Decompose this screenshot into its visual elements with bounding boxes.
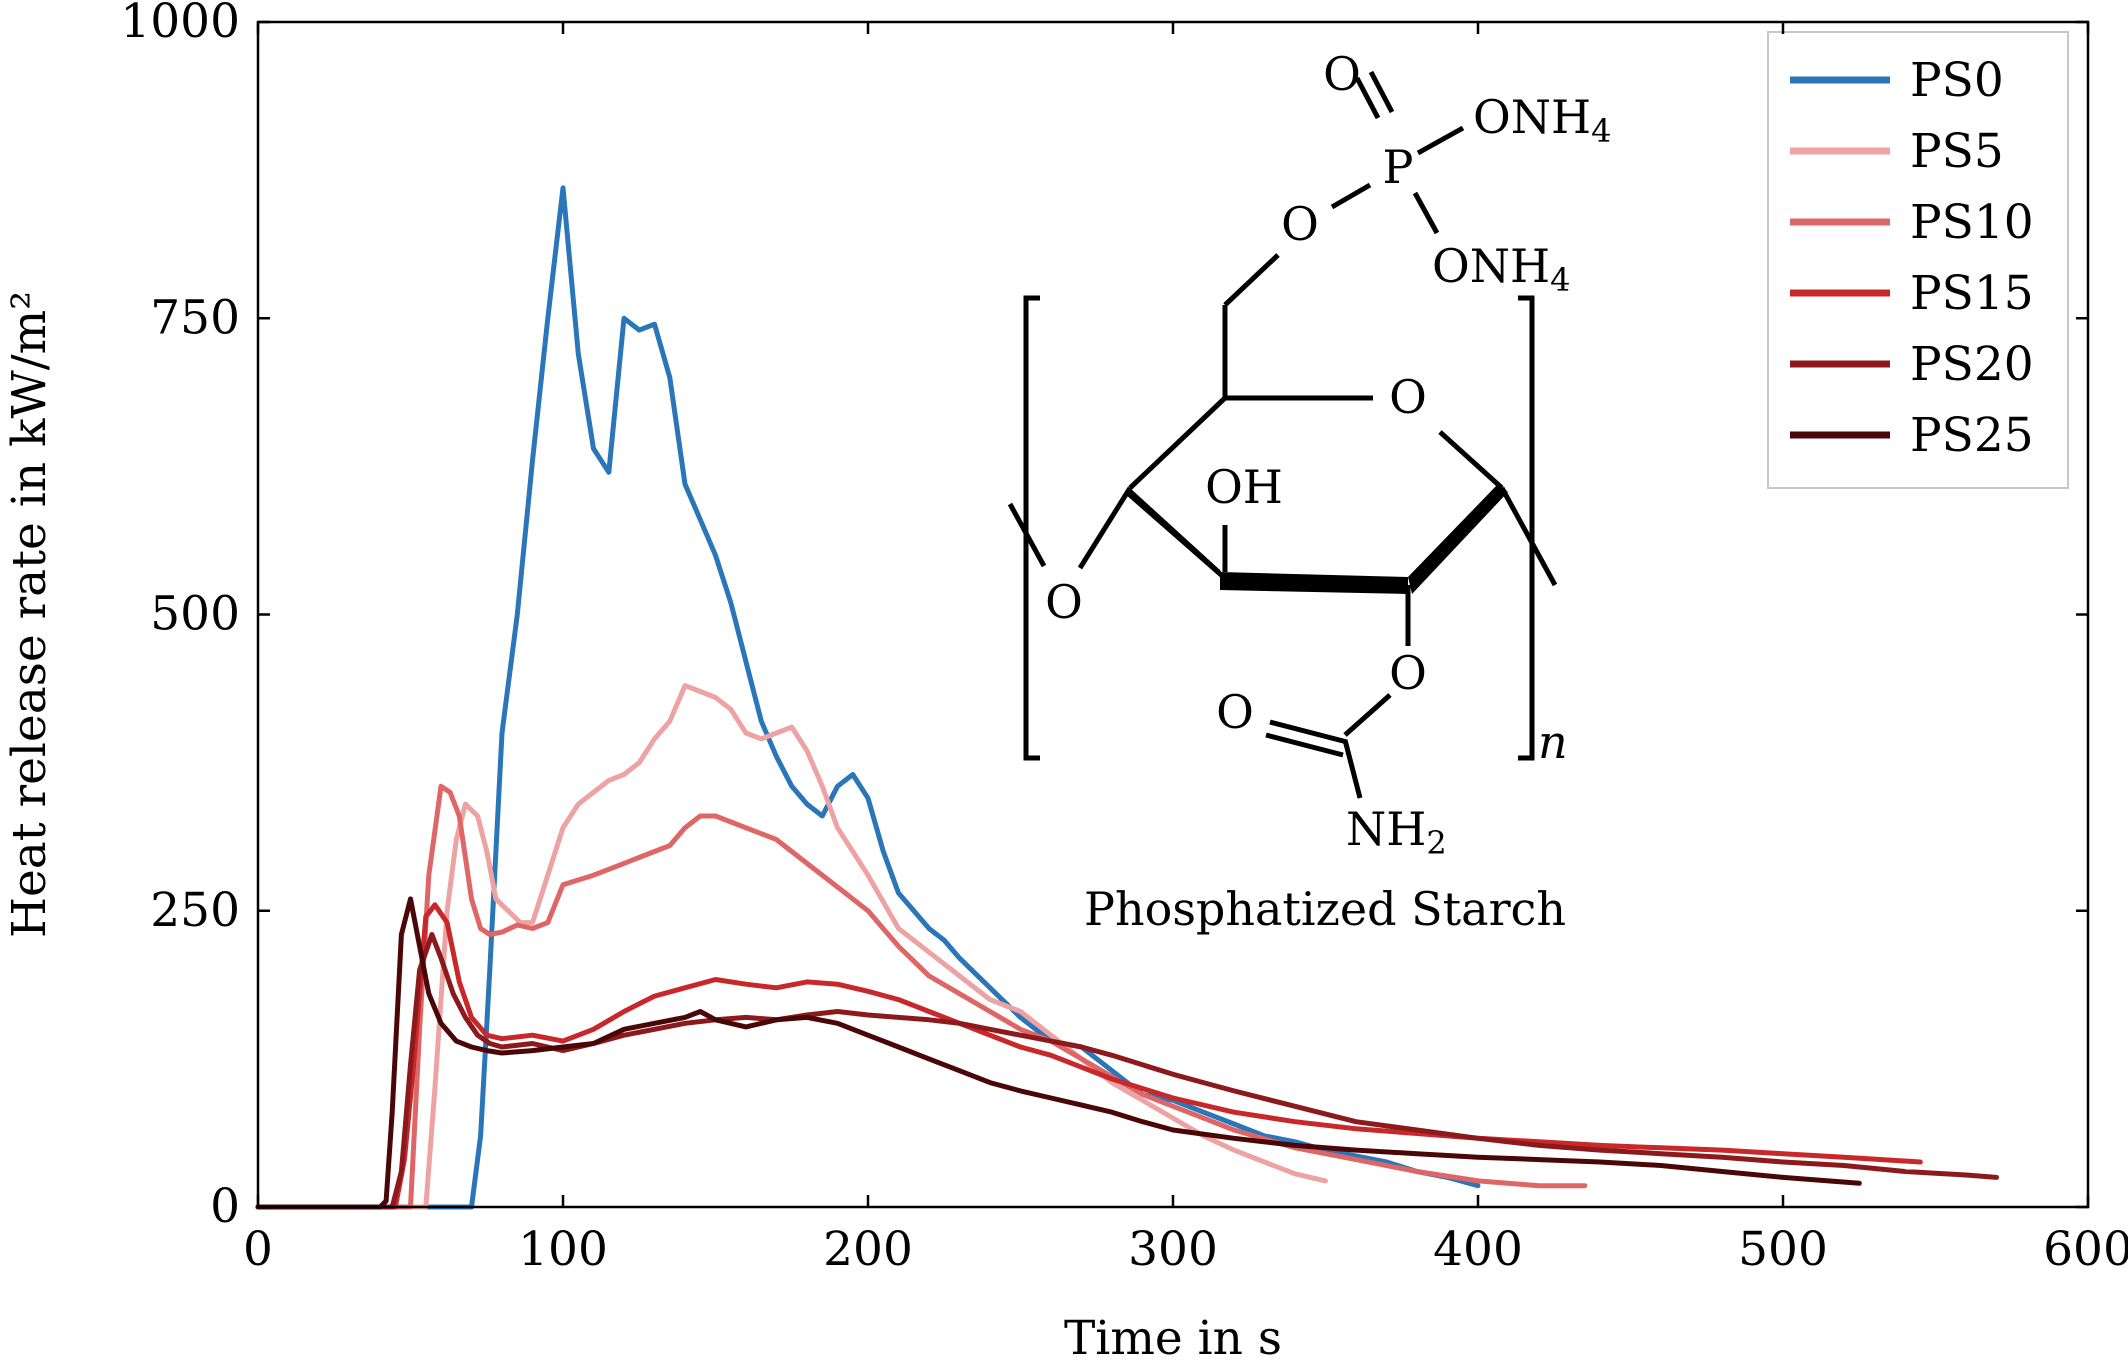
atom-p: P [1383,140,1414,194]
legend-label-ps5: PS5 [1910,124,2004,179]
series-layer [255,185,1999,1210]
legend-label-ps25: PS25 [1910,408,2034,463]
wedge-c4-c3 [1125,488,1230,586]
bond-p-o-double-a [1354,76,1381,120]
wedge-c2-c1 [1408,484,1508,594]
bond-p-onh4-upper [1416,125,1465,156]
atom-oh: OH [1205,460,1283,514]
x-tick-label: 600 [2043,1222,2128,1277]
legend-label-ps0: PS0 [1910,53,2004,108]
atom-o-ester: O [1281,197,1319,251]
series-line-ps25 [255,896,1862,1210]
structure-inset: O P ONH4 O ONH4 O OH O O O NH2 n Phospha… [1007,47,1611,936]
series-line-ps5 [255,683,1328,1210]
bond-p-o-double-b [1368,70,1395,114]
bond-p-onh4-lower [1412,191,1440,235]
wedge-c3-c2 [1220,572,1408,594]
bond-ch2-o [1223,253,1280,307]
bond-ring-c5-c4 [1128,396,1227,490]
x-tick-label: 0 [243,1222,273,1277]
atom-onh4-upper: ONH4 [1473,90,1611,150]
series-line-ps10 [255,783,1588,1210]
series-line-ps20 [255,932,1999,1210]
y-tick-label: 750 [150,290,240,345]
bond-c4-o [1077,486,1133,570]
atom-o-left: O [1045,575,1083,629]
bond-right-tail [1499,486,1558,587]
bond-o-carbonyl [1343,693,1392,737]
x-tick-label: 500 [1738,1222,1828,1277]
legend-label-ps15: PS15 [1910,266,2034,321]
bond-c-n [1342,739,1363,799]
x-tick-label: 200 [823,1222,913,1277]
atom-nh2: NH2 [1346,802,1447,862]
atom-onh4-lower: ONH4 [1432,239,1570,299]
bond-ring-o-c1 [1438,430,1504,490]
x-tick-label: 300 [1128,1222,1218,1277]
legend-label-ps10: PS10 [1910,195,2034,250]
repeat-unit-n: n [1538,715,1568,769]
bracket-left [1023,295,1040,761]
bond-o-p [1330,182,1372,210]
x-tick-label: 400 [1433,1222,1523,1277]
y-tick-label: 500 [150,587,240,642]
x-tick-label: 100 [518,1222,608,1277]
bracket-right [1518,295,1535,761]
y-tick-label: 0 [210,1179,240,1234]
legend-box [1767,31,2069,489]
atom-o-ring: O [1389,370,1427,424]
structure-caption: Phosphatized Starch [1084,882,1566,936]
legend-label-ps20: PS20 [1910,337,2034,392]
y-tick-label: 1000 [120,0,240,49]
bond-carbonyl-double-a [1269,719,1348,745]
x-axis-title: Time in s [1064,1311,1282,1364]
bond-carbonyl-double-b [1265,732,1344,758]
legend: PS0 PS5 PS10 PS15 PS20 PS25 [1767,31,2069,489]
y-tick-label: 250 [150,883,240,938]
series-line-ps0 [255,185,1481,1210]
atom-o-carbonyl: O [1216,685,1254,739]
atom-o-top: O [1323,47,1361,101]
atom-o-carbamate: O [1389,646,1427,700]
y-axis-title: Heat release rate in kW/m² [2,291,57,938]
